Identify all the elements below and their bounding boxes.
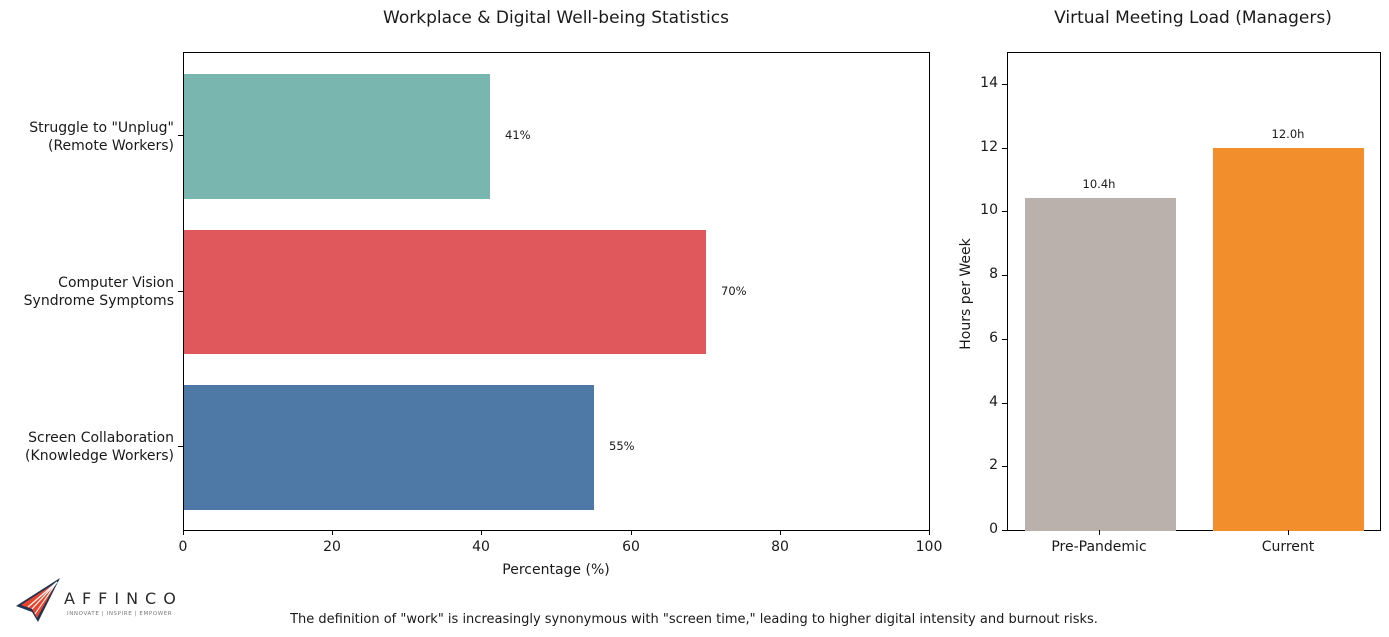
logo-name: AFFINCO bbox=[64, 589, 183, 608]
y-tick bbox=[1002, 466, 1007, 467]
x-tick-label: 100 bbox=[915, 539, 943, 555]
y-tick-label: 12 bbox=[980, 139, 998, 155]
y-tick-label: 10 bbox=[980, 202, 998, 218]
x-tick bbox=[481, 530, 482, 535]
category-label-line: (Knowledge Workers) bbox=[25, 448, 174, 464]
right-chart-title: Virtual Meeting Load (Managers) bbox=[1054, 8, 1332, 28]
value-label-pre-pandemic: 10.4h bbox=[1082, 177, 1116, 191]
y-tick bbox=[1002, 211, 1007, 212]
bar-pre-pandemic bbox=[1025, 198, 1176, 531]
category-label-line: (Remote Workers) bbox=[47, 138, 174, 154]
x-tick bbox=[1288, 530, 1289, 535]
x-tick bbox=[780, 530, 781, 535]
left-chart-plot-area bbox=[183, 52, 930, 531]
category-label-unplug: Struggle to "Unplug" (Remote Workers) bbox=[29, 119, 174, 155]
value-label-unplug: 41% bbox=[505, 128, 531, 142]
category-label-line: Syndrome Symptoms bbox=[23, 293, 174, 309]
bar-screen-collaboration bbox=[184, 385, 594, 510]
y-tick bbox=[1002, 84, 1007, 85]
category-label-line: Screen Collaboration bbox=[28, 430, 174, 446]
y-tick-label: 0 bbox=[989, 521, 998, 537]
y-tick bbox=[1002, 403, 1007, 404]
x-axis-title: Percentage (%) bbox=[502, 562, 610, 578]
y-tick-label: 14 bbox=[980, 75, 998, 91]
category-label-line: Computer Vision bbox=[58, 275, 174, 291]
logo-tagline: INNOVATE | INSPIRE | EMPOWER bbox=[67, 611, 173, 617]
value-label-current: 12.0h bbox=[1271, 127, 1305, 141]
bar-computer-vision bbox=[184, 230, 706, 354]
x-tick bbox=[929, 530, 930, 535]
x-tick-label: 60 bbox=[622, 539, 640, 555]
y-axis-title: Hours per Week bbox=[958, 238, 974, 350]
y-tick bbox=[178, 291, 183, 292]
x-tick-label: Pre-Pandemic bbox=[1051, 539, 1147, 555]
bar-current bbox=[1213, 148, 1364, 531]
category-label-line: Struggle to "Unplug" bbox=[29, 120, 174, 136]
y-tick bbox=[178, 135, 183, 136]
y-tick-label: 6 bbox=[989, 330, 998, 346]
y-tick-label: 2 bbox=[989, 457, 998, 473]
x-tick-label: 40 bbox=[472, 539, 490, 555]
bar-unplug bbox=[184, 74, 490, 199]
value-label-screen-collaboration: 55% bbox=[609, 439, 635, 453]
x-tick bbox=[1099, 530, 1100, 535]
x-tick bbox=[631, 530, 632, 535]
y-tick bbox=[1002, 148, 1007, 149]
y-tick-label: 4 bbox=[989, 394, 998, 410]
x-tick-label: 20 bbox=[323, 539, 341, 555]
category-label-screen-collaboration: Screen Collaboration (Knowledge Workers) bbox=[25, 429, 174, 465]
y-tick bbox=[1002, 530, 1007, 531]
y-tick-label: 8 bbox=[989, 266, 998, 282]
left-chart-title: Workplace & Digital Well-being Statistic… bbox=[383, 8, 729, 28]
x-tick bbox=[332, 530, 333, 535]
x-tick-label: 80 bbox=[771, 539, 789, 555]
x-tick-label: Current bbox=[1261, 539, 1315, 555]
footer-caption: The definition of "work" is increasingly… bbox=[290, 612, 1098, 627]
value-label-computer-vision: 70% bbox=[721, 284, 747, 298]
y-tick bbox=[1002, 275, 1007, 276]
y-tick bbox=[178, 446, 183, 447]
x-tick bbox=[183, 530, 184, 535]
category-label-computer-vision: Computer Vision Syndrome Symptoms bbox=[24, 274, 174, 310]
affinco-logo: AFFINCO INNOVATE | INSPIRE | EMPOWER bbox=[14, 576, 184, 624]
y-tick bbox=[1002, 339, 1007, 340]
paper-plane-icon bbox=[16, 578, 60, 622]
x-tick-label: 0 bbox=[178, 539, 188, 555]
right-chart-plot-area bbox=[1007, 52, 1381, 531]
